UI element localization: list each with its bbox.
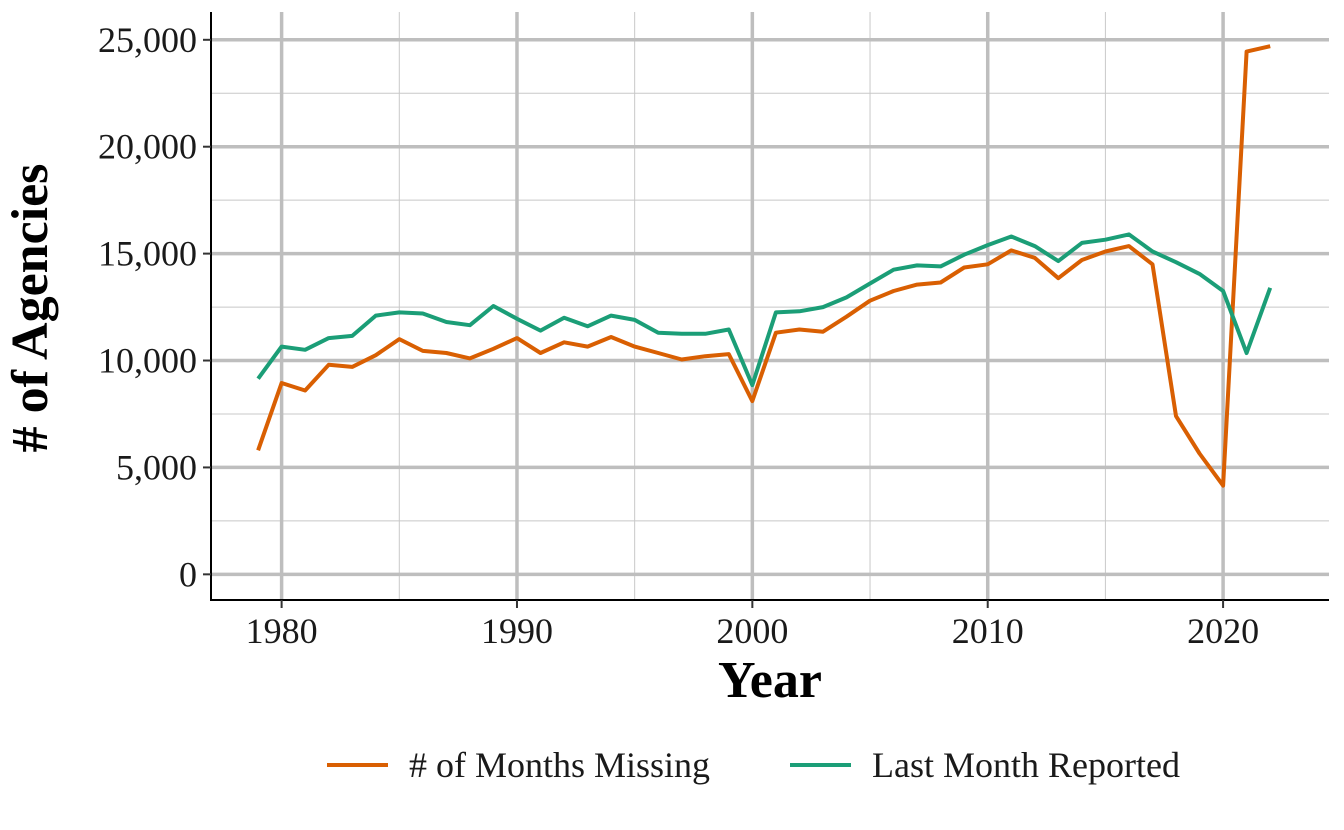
x-tick-label: 2020 <box>1187 611 1259 651</box>
x-tick-label: 2010 <box>952 611 1024 651</box>
x-tick-label: 2000 <box>716 611 788 651</box>
y-tick-label: 20,000 <box>98 127 197 167</box>
y-axis-tick-labels: 0 5,000 10,000 15,000 20,000 25,000 <box>98 20 197 595</box>
y-axis-title: # of Agencies <box>2 164 59 453</box>
x-axis-title: Year <box>718 652 822 709</box>
y-tick-label: 15,000 <box>98 234 197 274</box>
y-tick-label: 0 <box>179 554 197 594</box>
legend-label-0: # of Months Missing <box>409 745 710 785</box>
y-tick-label: 10,000 <box>98 341 197 381</box>
axes <box>203 12 1329 608</box>
y-tick-label: 5,000 <box>116 447 197 487</box>
x-tick-label: 1980 <box>246 611 318 651</box>
y-tick-label: 25,000 <box>98 20 197 60</box>
series-lines <box>256 44 1273 488</box>
x-axis-tick-labels: 1980 1990 2000 2010 2020 <box>246 611 1259 651</box>
series-line-1 <box>256 232 1273 388</box>
minor-gridlines <box>211 12 1329 600</box>
series-line-0 <box>256 44 1271 488</box>
legend: # of Months Missing Last Month Reported <box>327 745 1180 785</box>
legend-label-1: Last Month Reported <box>872 745 1180 785</box>
major-gridlines <box>211 12 1329 600</box>
x-tick-label: 1990 <box>481 611 553 651</box>
